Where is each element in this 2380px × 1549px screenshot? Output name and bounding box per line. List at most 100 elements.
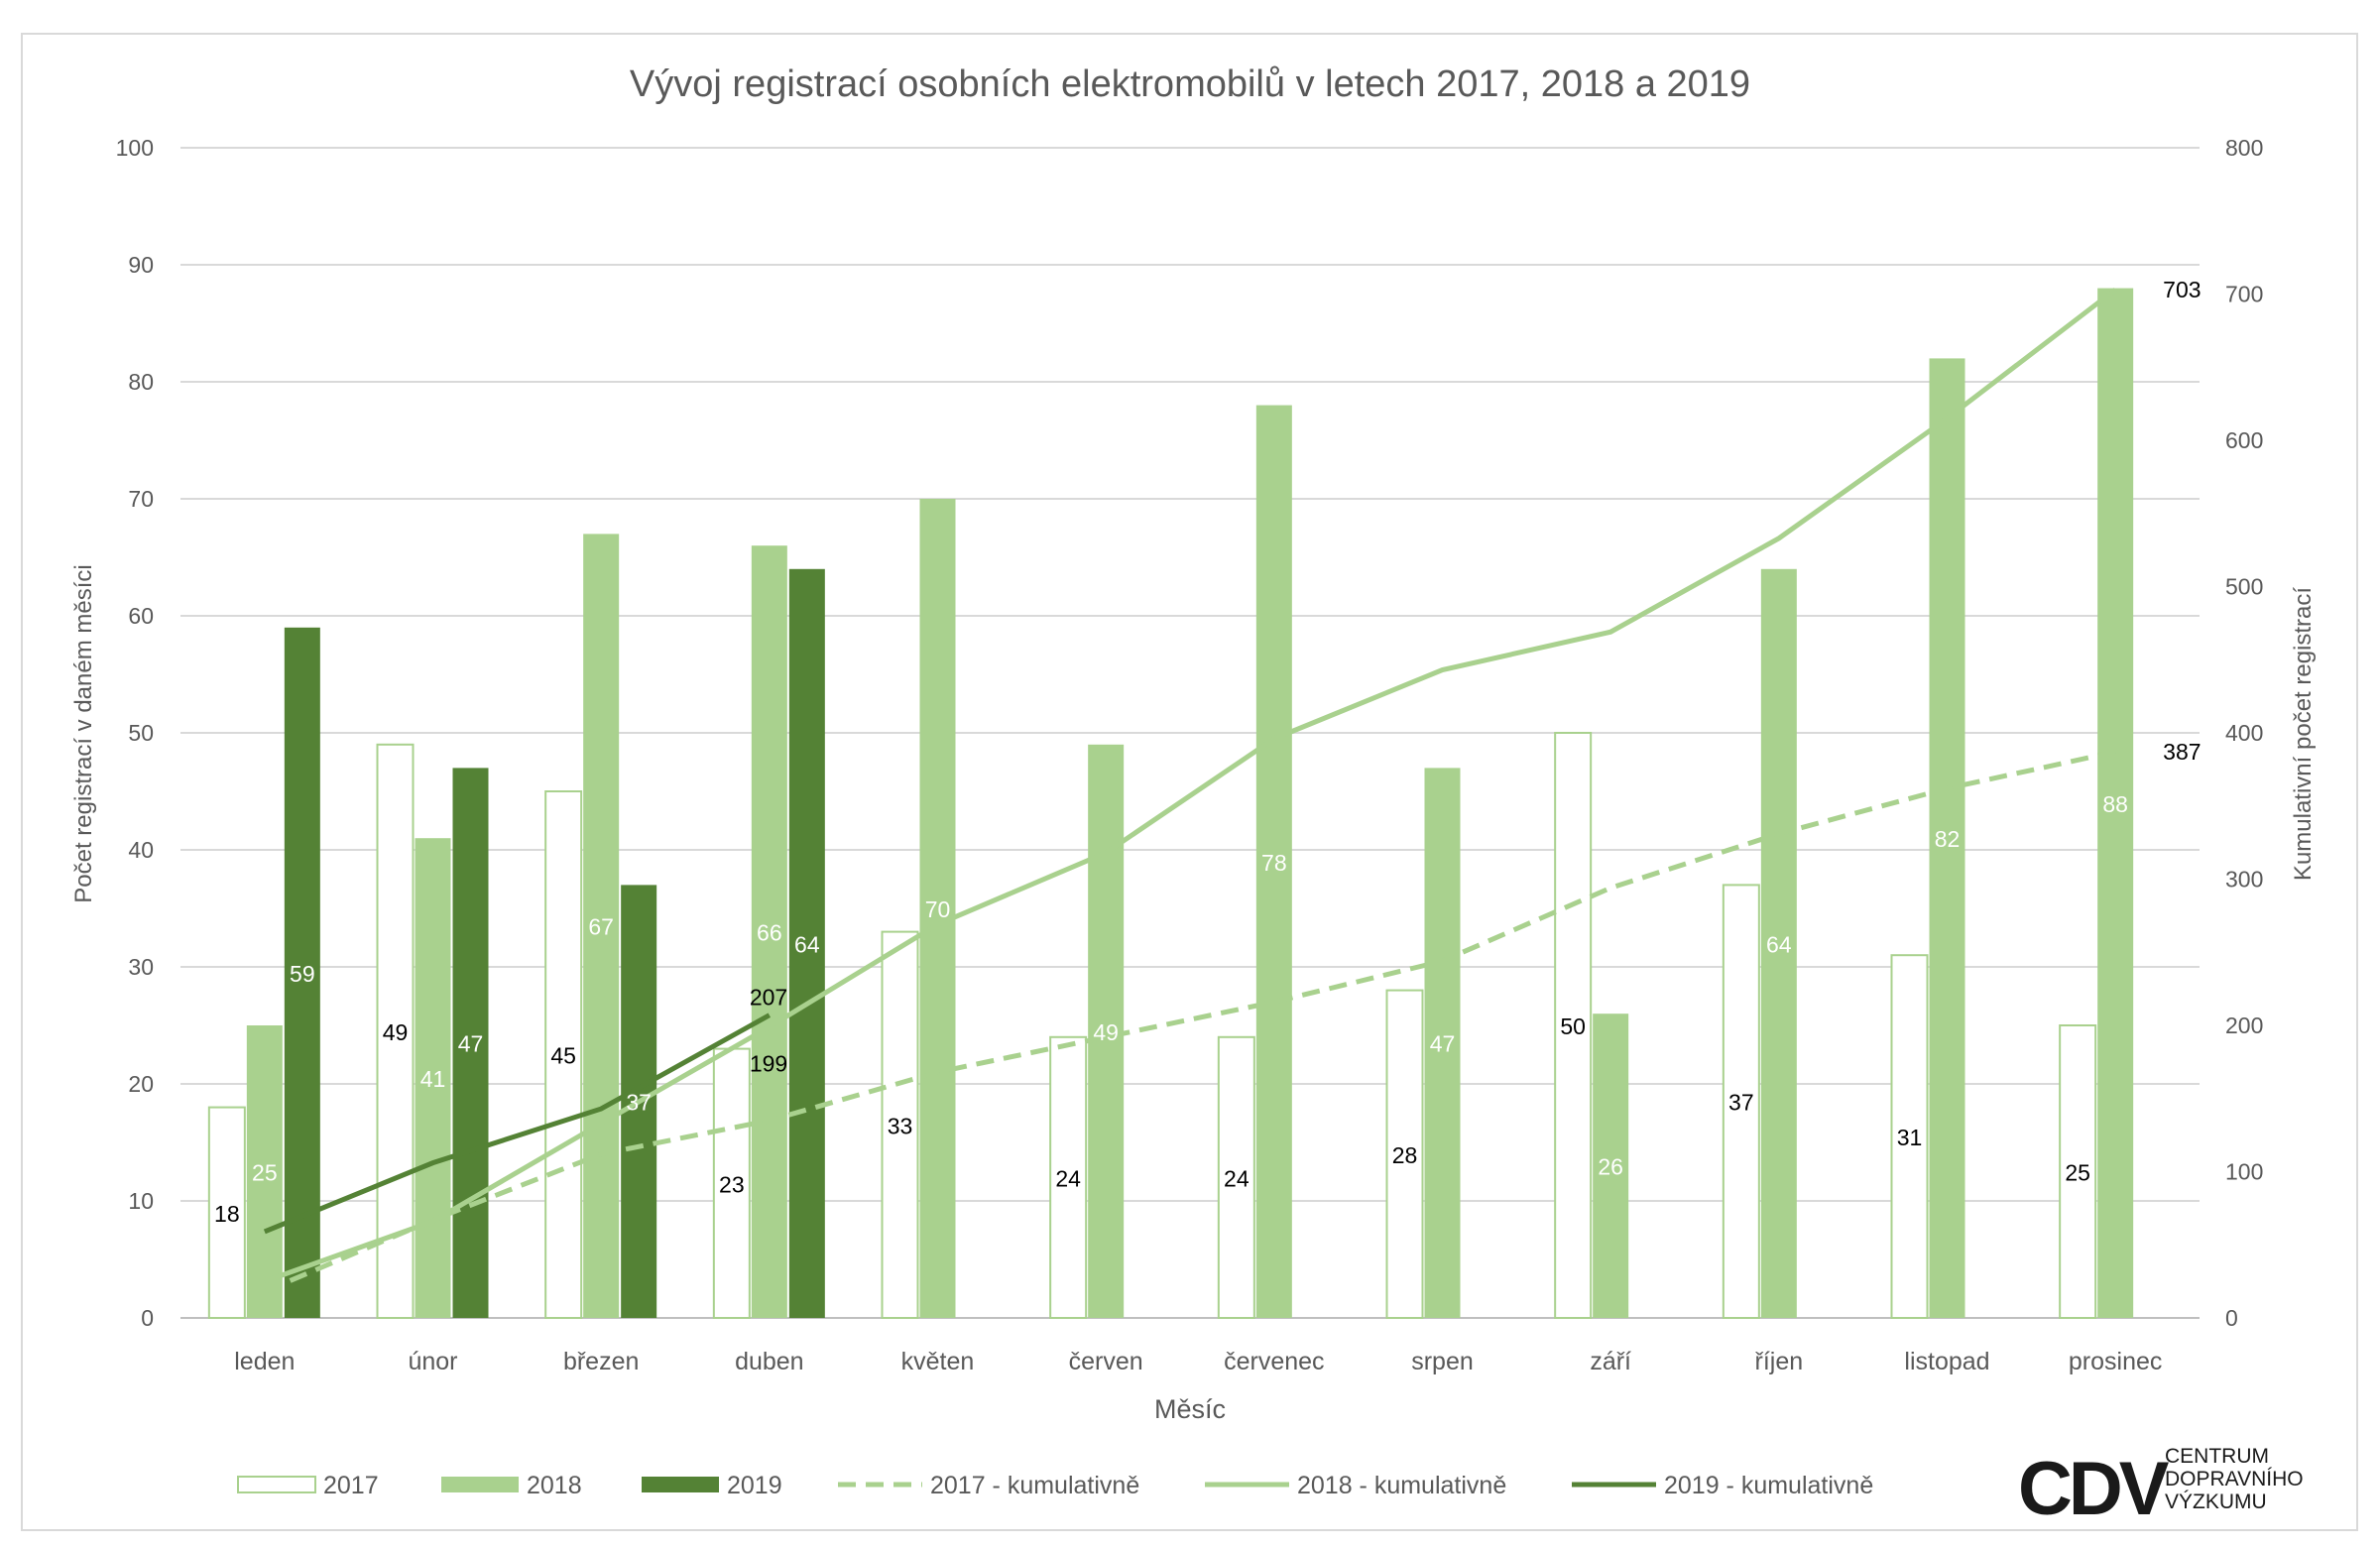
legend-swatch-2017 (237, 1476, 316, 1493)
bar-label-2018: 25 (252, 1160, 278, 1186)
legend-label-2018: 2018 (527, 1472, 582, 1499)
y-tick-label: 50 (128, 720, 154, 746)
bar-label-2017: 33 (888, 1113, 913, 1138)
bar-2017 (1722, 884, 1760, 1320)
chart-border (21, 33, 2358, 1531)
data-labels: 18 49 45 23 33 24 24 28 50 37 31 25 25 41 67 66 70 49 78 47… (214, 277, 2202, 1227)
y-tick-label: 90 (128, 252, 154, 278)
bar-label-2018: 26 (1598, 1154, 1623, 1180)
x-tick-label: únor (408, 1348, 457, 1375)
y-tick-label: 20 (128, 1071, 154, 1097)
bar-2017 (1049, 1035, 1088, 1320)
x-tick-label: červen (1069, 1348, 1143, 1375)
x-tick-label: listopad (1904, 1348, 1989, 1375)
legend-label-2018 - kumulativně: 2018 - kumulativně (1297, 1472, 1506, 1499)
bar-2019 (284, 627, 320, 1318)
y-tick-label: 80 (128, 369, 154, 395)
bar-label-2017: 24 (1224, 1165, 1250, 1191)
x-tick-label: říjen (1755, 1348, 1804, 1375)
bar-2017 (376, 743, 415, 1319)
y2-tick-label: 400 (2225, 720, 2263, 746)
line-end-label-2018 - kumulativně: 703 (2163, 277, 2201, 302)
gridlines (180, 147, 2200, 1319)
legend-label-2019: 2019 (727, 1472, 782, 1499)
line-2018 - kumulativně (263, 288, 2117, 1284)
y2-tick-label: 100 (2225, 1159, 2263, 1185)
y-tick-label: 40 (128, 837, 154, 863)
bar-label-2018: 78 (1261, 850, 1287, 876)
bar-label-2018: 66 (757, 920, 782, 946)
bar-2017 (1217, 1035, 1255, 1320)
bar-label-2018: 64 (1766, 931, 1792, 957)
bar-2017 (881, 930, 919, 1319)
y2-axis-label: Kumulativní počet registrací (2290, 587, 2317, 881)
y-tick-label: 60 (128, 603, 154, 629)
logo-line-2: DOPRAVNÍHO (2165, 1468, 2304, 1490)
y2-tick-label: 200 (2225, 1013, 2263, 1038)
bar-label-2017: 18 (214, 1201, 240, 1227)
line-label-2018 - kumulativně: 199 (750, 1050, 787, 1076)
bar-2018 (246, 1025, 283, 1318)
y-tick-label: 70 (128, 486, 154, 512)
legend-label-2017 - kumulativně: 2017 - kumulativně (930, 1472, 1139, 1499)
bar-label-2018: 49 (1093, 1019, 1119, 1045)
bar-2018 (2097, 288, 2134, 1319)
y-tick-label: 100 (116, 135, 154, 161)
bar-2018 (415, 838, 451, 1318)
bar-2018 (1424, 768, 1461, 1318)
bar-2018 (1593, 1013, 1629, 1318)
y-tick-label: 10 (128, 1188, 154, 1214)
x-tick-label: březen (563, 1348, 639, 1375)
x-tick-label: srpen (1411, 1348, 1474, 1375)
x-tick-label: duben (735, 1348, 804, 1375)
logo-line-1: CENTRUM (2165, 1445, 2269, 1468)
bar-2018 (751, 545, 787, 1318)
axes: 0 10 20 30 40 50 60 70 80 90 100 0 100 200 300 400 500 60… (116, 135, 2264, 1375)
y2-tick-label: 0 (2225, 1305, 2238, 1331)
bar-2018 (583, 534, 620, 1318)
bar-2017 (1554, 732, 1593, 1319)
logo-mark: CDV (2018, 1447, 2170, 1531)
bar-label-2018: 41 (420, 1066, 446, 1092)
bar-label-2018: 88 (2102, 791, 2128, 817)
bar-label-2017: 23 (719, 1171, 745, 1197)
bar-label-2017: 45 (550, 1043, 576, 1069)
line-2019 - kumulativně (263, 1013, 772, 1235)
bar-label-2019: 47 (458, 1031, 484, 1057)
y-axis-label: Počet registrací v daném měsíci (70, 564, 97, 902)
logo-line-3: VÝZKUMU (2165, 1490, 2267, 1513)
x-tick-label: prosinec (2069, 1348, 2163, 1375)
x-tick-label: září (1590, 1348, 1631, 1375)
x-axis-label: Měsíc (1154, 1394, 1226, 1424)
bar-2018 (919, 499, 956, 1318)
legend-swatch-2018 (441, 1477, 519, 1492)
bar-label-2019: 59 (290, 961, 315, 987)
y2-tick-label: 500 (2225, 574, 2263, 600)
y2-tick-label: 800 (2225, 135, 2263, 161)
cdv-logo: CDV CENTRUM DOPRAVNÍHO VÝZKUMU (2018, 1445, 2304, 1531)
chart-title: Vývoj registrací osobních elektromobilů … (630, 63, 1750, 105)
bar-label-2017: 24 (1055, 1165, 1081, 1191)
line-end-label-2019 - kumulativně: 207 (750, 985, 787, 1011)
bar-label-2018: 82 (1935, 826, 1961, 852)
x-tick-label: leden (234, 1348, 295, 1375)
legend-label-2017: 2017 (323, 1472, 379, 1499)
bar-2019 (452, 768, 489, 1318)
bar-2018 (1088, 744, 1125, 1318)
bar-label-2017: 37 (1728, 1090, 1754, 1116)
x-tick-label: červenec (1224, 1348, 1324, 1375)
legend-label-2019 - kumulativně: 2019 - kumulativně (1664, 1472, 1873, 1499)
bar-label-2017: 49 (383, 1019, 409, 1045)
bar-2017 (544, 790, 583, 1319)
cumulative-lines (263, 288, 2117, 1294)
bar-2018 (1929, 358, 1965, 1318)
bar-2018 (1255, 405, 1292, 1319)
y2-tick-label: 300 (2225, 867, 2263, 893)
bar-label-2017: 31 (1897, 1125, 1923, 1150)
y2-tick-label: 600 (2225, 427, 2263, 453)
bar-label-2019: 37 (626, 1090, 652, 1116)
y-tick-label: 30 (128, 954, 154, 980)
x-tick-label: květen (901, 1348, 975, 1375)
bar-2017 (712, 1047, 751, 1319)
